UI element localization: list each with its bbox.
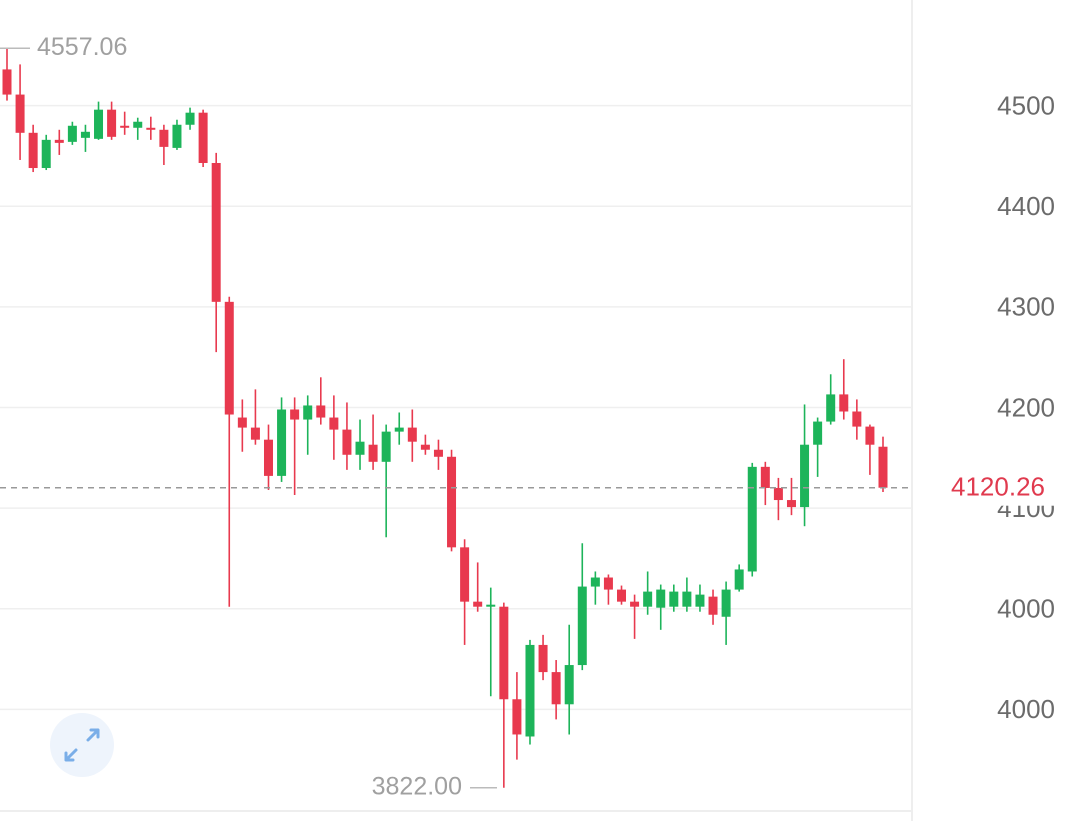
candle-body bbox=[839, 394, 849, 412]
last-price-label: 4120.26 bbox=[951, 472, 1045, 502]
expand-button[interactable] bbox=[50, 713, 114, 777]
candle-body bbox=[760, 466, 770, 488]
candle-body bbox=[773, 487, 783, 501]
candle-body bbox=[120, 125, 130, 128]
candle-body bbox=[826, 394, 836, 422]
candle-body bbox=[159, 129, 169, 147]
candle-body bbox=[107, 109, 117, 137]
candle-body bbox=[499, 606, 509, 700]
candle-body bbox=[643, 591, 653, 607]
y-tick-label: 4400 bbox=[997, 191, 1055, 221]
candle-body bbox=[551, 672, 561, 705]
candle-body bbox=[394, 427, 404, 432]
candle-body bbox=[237, 417, 247, 428]
candle-body bbox=[447, 456, 457, 548]
min-label: 3822.00 bbox=[372, 772, 462, 800]
candle-body bbox=[538, 644, 548, 673]
y-tick-label: 4200 bbox=[997, 392, 1055, 422]
candle-body bbox=[250, 427, 260, 440]
candle-body bbox=[316, 405, 326, 418]
candle-body bbox=[329, 417, 339, 430]
candle-body bbox=[460, 547, 470, 602]
candle-body bbox=[473, 601, 483, 607]
candle-body bbox=[682, 591, 692, 607]
candle-body bbox=[721, 589, 731, 617]
candle-body bbox=[630, 601, 640, 607]
candle-body bbox=[28, 132, 38, 169]
candle-body bbox=[865, 426, 875, 445]
candle-body bbox=[263, 439, 273, 476]
candle-body bbox=[525, 644, 535, 737]
candle-body bbox=[407, 427, 417, 442]
candle-body bbox=[368, 444, 378, 462]
candle-body bbox=[67, 125, 77, 142]
candle-body bbox=[277, 409, 287, 476]
candle-body bbox=[708, 596, 718, 615]
candle-body bbox=[564, 665, 574, 705]
candle-body bbox=[734, 569, 744, 590]
candle-body bbox=[342, 429, 352, 455]
candle-body bbox=[486, 604, 496, 607]
y-tick-label: 4000 bbox=[997, 594, 1055, 624]
expand-circle[interactable] bbox=[50, 713, 114, 777]
candle-body bbox=[54, 139, 64, 143]
candle-body bbox=[656, 589, 666, 608]
candle-body bbox=[185, 112, 195, 125]
candle-body bbox=[603, 577, 613, 590]
y-tick-label: 4500 bbox=[997, 91, 1055, 121]
y-tick-label: 4300 bbox=[997, 292, 1055, 322]
candle-body bbox=[878, 446, 888, 488]
candle-body bbox=[512, 699, 522, 735]
candle-body bbox=[15, 94, 25, 133]
candle-body bbox=[813, 421, 823, 445]
candle-body bbox=[420, 444, 430, 450]
candle-body bbox=[133, 121, 143, 128]
candle-body bbox=[224, 301, 234, 415]
candle-body bbox=[80, 131, 90, 138]
candle-body bbox=[800, 444, 810, 508]
candle-body bbox=[211, 162, 221, 302]
candle-body bbox=[577, 586, 587, 666]
candle-body bbox=[303, 405, 313, 420]
y-tick-label: 4000 bbox=[997, 694, 1055, 724]
candle-body bbox=[433, 449, 443, 457]
candle-body bbox=[786, 500, 796, 508]
candle-body bbox=[747, 466, 757, 572]
max-label: 4557.06 bbox=[37, 33, 127, 61]
candle-body bbox=[617, 589, 627, 602]
expand-icon[interactable] bbox=[64, 728, 100, 762]
candle-body bbox=[146, 127, 156, 130]
candle-body bbox=[198, 112, 208, 163]
candle-body bbox=[290, 409, 300, 420]
candle-body bbox=[355, 441, 365, 455]
candle-body bbox=[695, 594, 705, 607]
candle-body bbox=[590, 577, 600, 587]
last-price-bg bbox=[935, 467, 1055, 506]
candle-body bbox=[852, 411, 862, 427]
candle-body bbox=[94, 109, 104, 139]
candle-body bbox=[381, 431, 391, 462]
candle-body bbox=[41, 139, 51, 169]
candle-body bbox=[2, 69, 12, 95]
candle-body bbox=[172, 124, 182, 148]
candle-body bbox=[669, 591, 679, 607]
